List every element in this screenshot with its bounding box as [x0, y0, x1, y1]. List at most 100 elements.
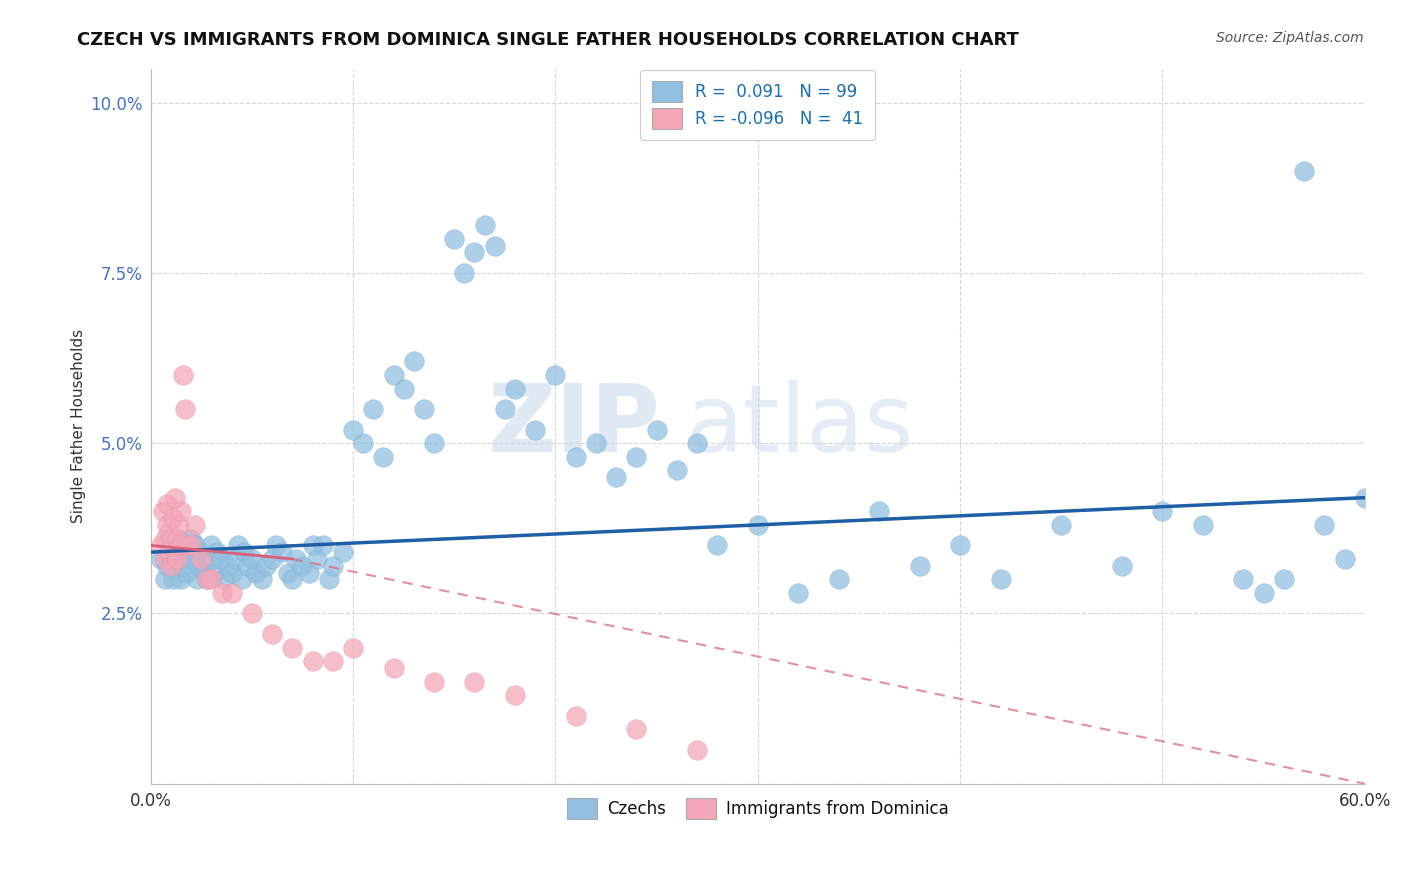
Point [373, 450, 395, 464]
Point [332, 545, 354, 559]
Point [281, 573, 304, 587]
Point [262, 552, 284, 566]
Point [494, 402, 516, 417]
Point [181, 552, 204, 566]
Point [342, 640, 364, 655]
Point [160, 558, 183, 573]
Point [170, 504, 193, 518]
Point [484, 238, 506, 252]
Point [174, 402, 197, 417]
Point [1354, 491, 1376, 505]
Point [382, 661, 405, 675]
Point [162, 573, 184, 587]
Point [908, 558, 931, 573]
Point [163, 545, 186, 559]
Point [172, 368, 194, 382]
Point [221, 566, 243, 580]
Point [190, 552, 212, 566]
Point [585, 436, 607, 450]
Point [301, 538, 323, 552]
Point [626, 723, 648, 737]
Point [342, 423, 364, 437]
Point [236, 558, 259, 573]
Point [156, 558, 179, 573]
Point [277, 566, 299, 580]
Point [217, 558, 239, 573]
Point [188, 558, 211, 573]
Point [706, 538, 728, 552]
Point [160, 552, 183, 566]
Point [453, 266, 475, 280]
Point [605, 470, 627, 484]
Point [211, 586, 233, 600]
Point [564, 708, 586, 723]
Point [226, 538, 249, 552]
Text: atlas: atlas [685, 380, 912, 472]
Point [194, 566, 217, 580]
Point [322, 654, 344, 668]
Point [524, 423, 547, 437]
Point [167, 532, 190, 546]
Point [153, 552, 176, 566]
Text: ZIP: ZIP [488, 380, 661, 472]
Y-axis label: Single Father Households: Single Father Households [72, 329, 86, 524]
Point [312, 538, 335, 552]
Point [166, 545, 188, 559]
Point [949, 538, 972, 552]
Point [180, 538, 202, 552]
Point [392, 382, 415, 396]
Point [474, 218, 496, 232]
Point [262, 627, 284, 641]
Point [153, 573, 176, 587]
Point [202, 552, 225, 566]
Point [180, 545, 202, 559]
Point [200, 573, 222, 587]
Point [153, 532, 176, 546]
Point [1111, 558, 1133, 573]
Point [291, 558, 314, 573]
Point [423, 674, 446, 689]
Point [285, 552, 308, 566]
Text: Source: ZipAtlas.com: Source: ZipAtlas.com [1216, 31, 1364, 45]
Point [301, 654, 323, 668]
Point [503, 688, 526, 702]
Point [160, 532, 183, 546]
Point [207, 545, 229, 559]
Point [1333, 552, 1355, 566]
Point [686, 436, 709, 450]
Point [686, 742, 709, 756]
Point [193, 552, 215, 566]
Point [382, 368, 405, 382]
Point [322, 558, 344, 573]
Point [1253, 586, 1275, 600]
Point [297, 566, 319, 580]
Point [402, 354, 425, 368]
Point [1050, 517, 1073, 532]
Point [1192, 517, 1215, 532]
Point [361, 402, 384, 417]
Point [305, 552, 328, 566]
Point [463, 674, 485, 689]
Point [212, 573, 235, 587]
Point [626, 450, 648, 464]
Point [156, 517, 179, 532]
Point [443, 232, 465, 246]
Point [149, 538, 172, 552]
Point [544, 368, 567, 382]
Point [747, 517, 769, 532]
Point [180, 532, 202, 546]
Point [195, 573, 218, 587]
Point [190, 545, 212, 559]
Point [828, 573, 851, 587]
Point [463, 245, 485, 260]
Point [152, 504, 174, 518]
Point [174, 552, 197, 566]
Point [281, 640, 304, 655]
Point [225, 552, 247, 566]
Point [250, 573, 273, 587]
Point [868, 504, 890, 518]
Point [352, 436, 374, 450]
Point [412, 402, 434, 417]
Point [176, 538, 198, 552]
Point [195, 573, 218, 587]
